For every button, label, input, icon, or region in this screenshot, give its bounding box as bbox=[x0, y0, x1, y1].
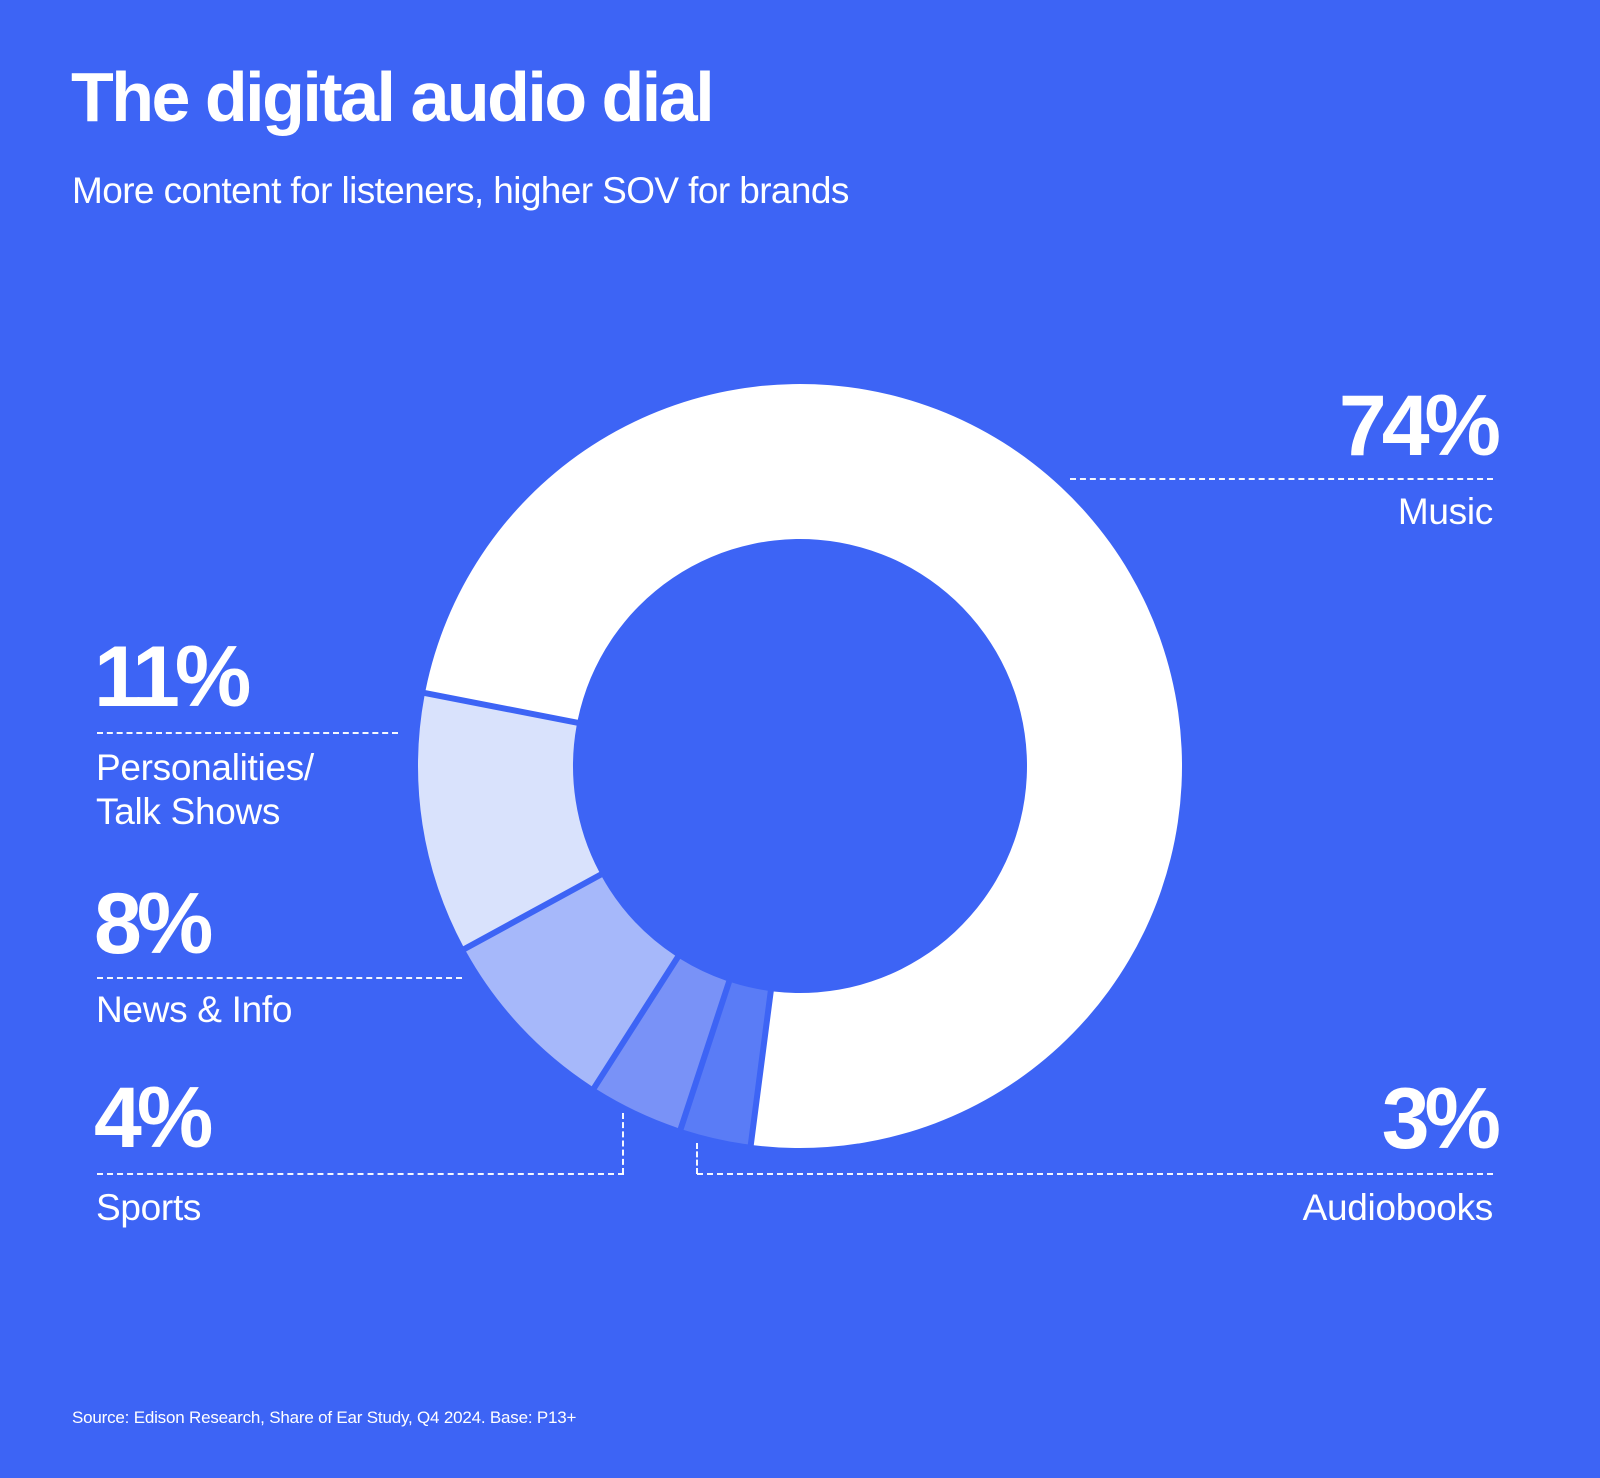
audiobooks-leader-line bbox=[697, 1173, 1493, 1175]
donut-segment-sports bbox=[596, 958, 727, 1128]
sports-label: Sports bbox=[96, 1187, 202, 1228]
sports-leader-line-vertical bbox=[622, 1113, 624, 1174]
donut-segment-audiobooks bbox=[683, 982, 768, 1145]
news-leader-line bbox=[97, 977, 462, 979]
music-label: Music bbox=[1397, 491, 1493, 532]
source-note: Source: Edison Research, Share of Ear St… bbox=[72, 1408, 577, 1427]
audiobooks-leader-line-vertical bbox=[696, 1143, 698, 1174]
personalities-label-line1: Personalities/ bbox=[96, 747, 314, 788]
donut-segment-news-info bbox=[466, 877, 676, 1087]
audiobooks-label: Audiobooks bbox=[1302, 1187, 1494, 1228]
audiobooks-value: 3% bbox=[1381, 1071, 1501, 1167]
personalities-label-line2: Talk Shows bbox=[96, 791, 281, 832]
personalities-label: Personalities/ Talk Shows bbox=[96, 746, 314, 834]
sports-value: 4% bbox=[94, 1070, 213, 1166]
sports-leader-line bbox=[97, 1173, 624, 1175]
music-leader-line bbox=[1070, 478, 1493, 480]
news-value: 8% bbox=[94, 876, 213, 972]
chart-title: The digital audio dial bbox=[71, 58, 715, 136]
personalities-leader-line bbox=[97, 732, 398, 734]
donut-segment-personalities-talk-shows bbox=[417, 696, 600, 947]
news-label: News & Info bbox=[96, 989, 293, 1030]
donut-segment-music bbox=[425, 384, 1182, 1148]
chart-subtitle: More content for listeners, higher SOV f… bbox=[72, 170, 849, 211]
music-value: 74% bbox=[1338, 378, 1501, 474]
personalities-value: 11% bbox=[94, 629, 251, 725]
